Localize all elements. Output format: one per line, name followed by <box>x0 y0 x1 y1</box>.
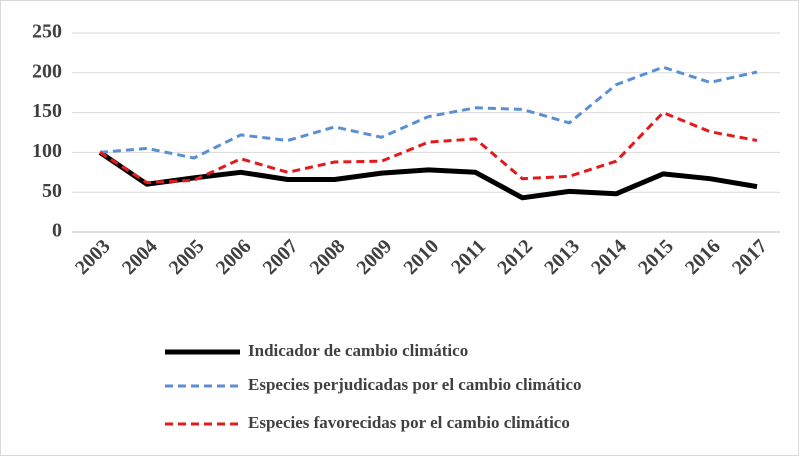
y-tick-label: 250 <box>32 21 62 43</box>
data-line <box>99 111 758 185</box>
y-tick-label: 150 <box>32 100 62 122</box>
y-tick-label: 100 <box>32 140 62 162</box>
legend-label: Indicador de cambio climático <box>248 341 468 360</box>
data-line <box>99 65 758 160</box>
legend-label: Especies perjudicadas por el cambio clim… <box>248 375 582 394</box>
y-tick-label: 0 <box>52 220 62 242</box>
legend-label: Especies favorecidas por el cambio climá… <box>248 413 570 432</box>
y-tick-label: 200 <box>32 60 62 82</box>
data-line <box>98 150 758 201</box>
y-tick-label: 50 <box>42 180 62 202</box>
